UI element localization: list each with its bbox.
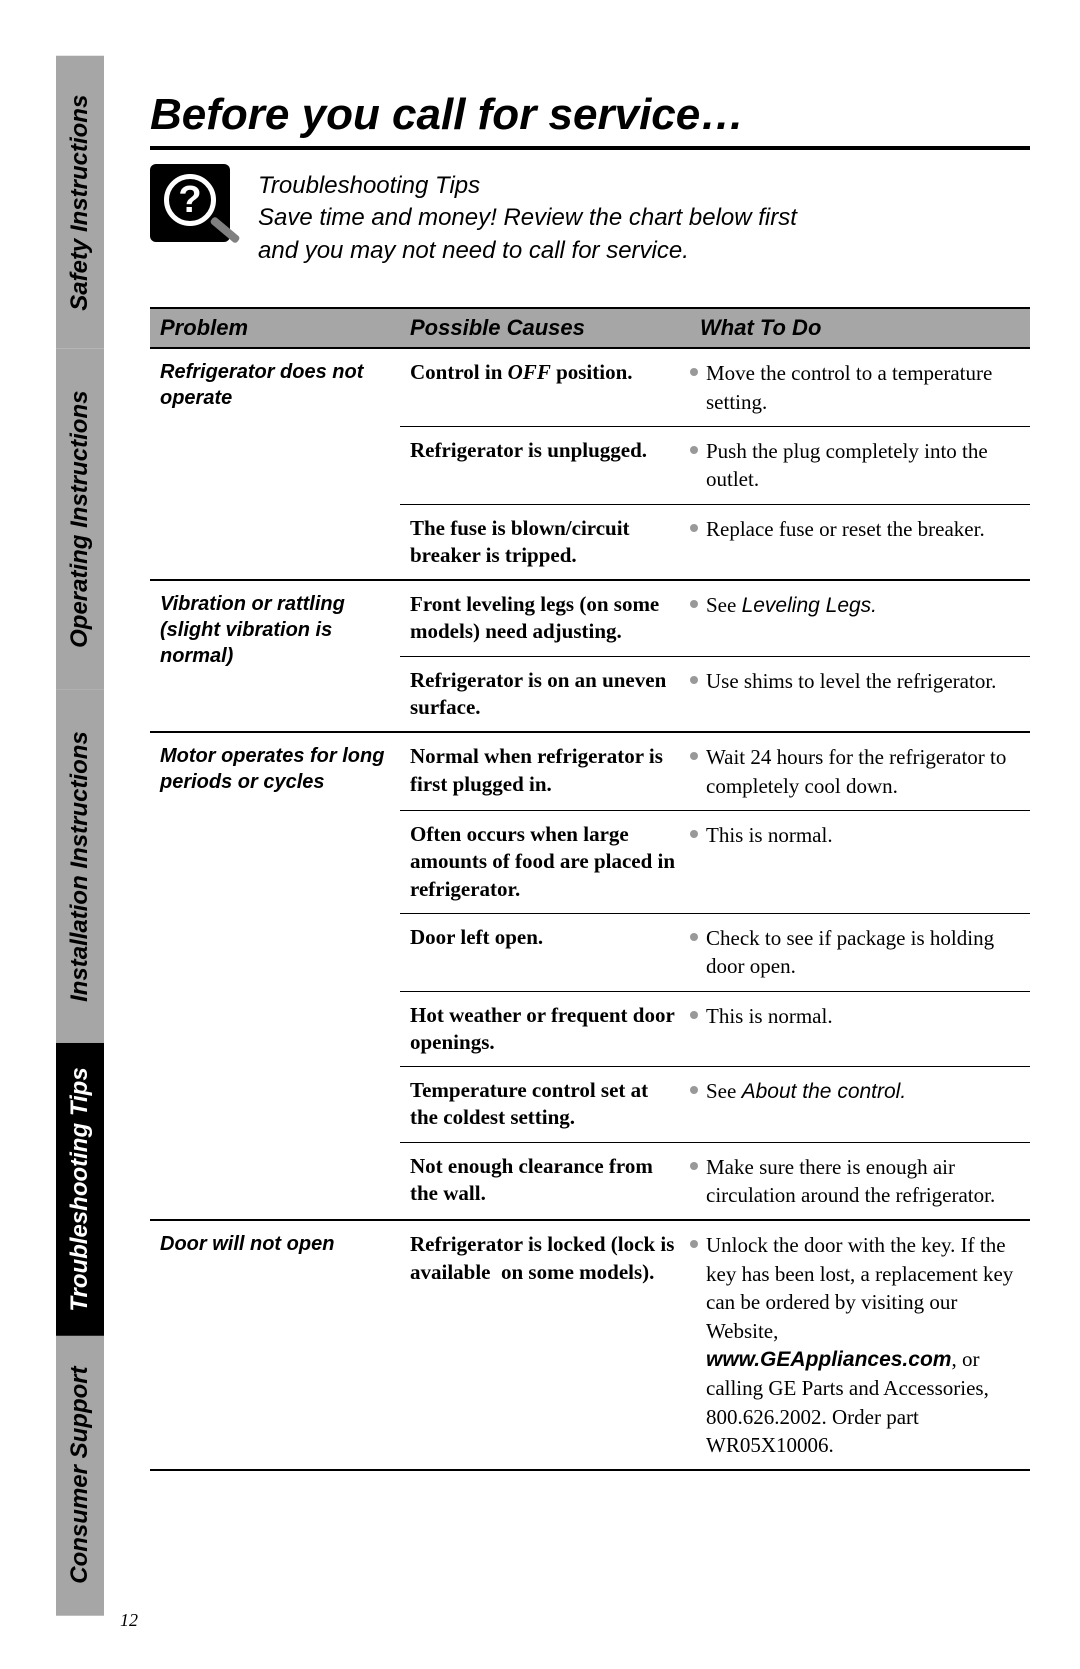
problem-label: Motor operates for long periods or cycle…	[150, 733, 400, 1219]
header-cause: Possible Causes	[400, 309, 690, 347]
bullet-icon	[690, 933, 698, 941]
problem-label: Refrigerator does not operate	[150, 349, 400, 579]
cause-cell: Not enough clearance from the wall.	[400, 1153, 690, 1210]
action-cell: See About the control.	[690, 1077, 1030, 1132]
table-row: Often occurs when large amounts of food …	[400, 811, 1030, 914]
cause-cell: Temperature control set at the coldest s…	[400, 1077, 690, 1132]
header-problem: Problem	[150, 309, 400, 347]
action-cell: See Leveling Legs.	[690, 591, 1030, 646]
action-cell: Check to see if package is holding door …	[690, 924, 1030, 981]
problem-label: Door will not open	[150, 1221, 400, 1469]
problem-group: Vibration or rattling (slight vibration …	[150, 581, 1030, 733]
table-header-row: Problem Possible Causes What To Do	[150, 307, 1030, 349]
action-cell: Push the plug completely into the outlet…	[690, 437, 1030, 494]
intro-text: Troubleshooting Tips Save time and money…	[258, 164, 797, 267]
bullet-icon	[690, 676, 698, 684]
action-cell: Use shims to level the refrigerator.	[690, 667, 1030, 722]
action-cell: Unlock the door with the key. If the key…	[690, 1231, 1030, 1459]
cause-cell: Front leveling legs (on some models) nee…	[400, 591, 690, 646]
action-cell: Make sure there is enough air circulatio…	[690, 1153, 1030, 1210]
bullet-icon	[690, 524, 698, 532]
table-row: Hot weather or frequent door openings.Th…	[400, 992, 1030, 1068]
table-row: Not enough clearance from the wall.Make …	[400, 1143, 1030, 1220]
cause-cell: Hot weather or frequent door openings.	[400, 1002, 690, 1057]
cause-cell: Door left open.	[400, 924, 690, 981]
header-action: What To Do	[690, 309, 1030, 347]
page-title: Before you call for service…	[150, 90, 1030, 150]
table-row: Refrigerator is unplugged.Push the plug …	[400, 427, 1030, 505]
bullet-icon	[690, 368, 698, 376]
main-content: Before you call for service… ? Troublesh…	[150, 90, 1030, 1471]
cause-cell: Refrigerator is unplugged.	[400, 437, 690, 494]
bullet-icon	[690, 830, 698, 838]
rows-column: Normal when refrigerator is first plugge…	[400, 733, 1030, 1219]
cause-cell: The fuse is blown/circuit breaker is tri…	[400, 515, 690, 570]
table-row: Control in OFF position.Move the control…	[400, 349, 1030, 427]
section-tabs-sidebar: Consumer SupportTroubleshooting TipsInst…	[56, 56, 104, 1616]
problem-group: Refrigerator does not operateControl in …	[150, 349, 1030, 581]
rows-column: Front leveling legs (on some models) nee…	[400, 581, 1030, 731]
bullet-icon	[690, 1086, 698, 1094]
problem-label: Vibration or rattling (slight vibration …	[150, 581, 400, 731]
bullet-icon	[690, 1011, 698, 1019]
intro-row: ? Troubleshooting Tips Save time and mon…	[150, 164, 1030, 267]
sidebar-tab[interactable]: Operating Instructions	[56, 349, 104, 690]
page-number: 12	[120, 1610, 138, 1631]
action-cell: Replace fuse or reset the breaker.	[690, 515, 1030, 570]
table-row: Front leveling legs (on some models) nee…	[400, 581, 1030, 657]
table-row: Door left open.Check to see if package i…	[400, 914, 1030, 992]
table-row: The fuse is blown/circuit breaker is tri…	[400, 505, 1030, 580]
intro-line-2: Save time and money! Review the chart be…	[258, 202, 797, 234]
sidebar-tab[interactable]: Consumer Support	[56, 1335, 104, 1616]
problem-group: Door will not openRefrigerator is locked…	[150, 1221, 1030, 1471]
action-cell: Move the control to a temperature settin…	[690, 359, 1030, 416]
bullet-icon	[690, 752, 698, 760]
sidebar-tab[interactable]: Installation Instructions	[56, 690, 104, 1043]
bullet-icon	[690, 1240, 698, 1248]
sidebar-tab[interactable]: Troubleshooting Tips	[56, 1043, 104, 1336]
rows-column: Control in OFF position.Move the control…	[400, 349, 1030, 579]
bullet-icon	[690, 446, 698, 454]
intro-line-1: Troubleshooting Tips	[258, 170, 797, 202]
bullet-icon	[690, 600, 698, 608]
sidebar-tab[interactable]: Safety Instructions	[56, 56, 104, 349]
cause-cell: Normal when refrigerator is first plugge…	[400, 743, 690, 800]
intro-line-3: and you may not need to call for service…	[258, 235, 797, 267]
table-row: Normal when refrigerator is first plugge…	[400, 733, 1030, 811]
cause-cell: Refrigerator is on an uneven surface.	[400, 667, 690, 722]
cause-cell: Often occurs when large amounts of food …	[400, 821, 690, 903]
cause-cell: Refrigerator is locked (lock is availabl…	[400, 1231, 690, 1459]
problem-group: Motor operates for long periods or cycle…	[150, 733, 1030, 1221]
rows-column: Refrigerator is locked (lock is availabl…	[400, 1221, 1030, 1469]
troubleshooting-table-body: Refrigerator does not operateControl in …	[150, 349, 1030, 1471]
question-magnifier-icon: ?	[150, 164, 238, 264]
action-cell: This is normal.	[690, 821, 1030, 903]
bullet-icon	[690, 1162, 698, 1170]
table-row: Refrigerator is on an uneven surface.Use…	[400, 657, 1030, 732]
cause-cell: Control in OFF position.	[400, 359, 690, 416]
table-row: Temperature control set at the coldest s…	[400, 1067, 1030, 1143]
action-cell: This is normal.	[690, 1002, 1030, 1057]
action-cell: Wait 24 hours for the refrigerator to co…	[690, 743, 1030, 800]
table-row: Refrigerator is locked (lock is availabl…	[400, 1221, 1030, 1469]
